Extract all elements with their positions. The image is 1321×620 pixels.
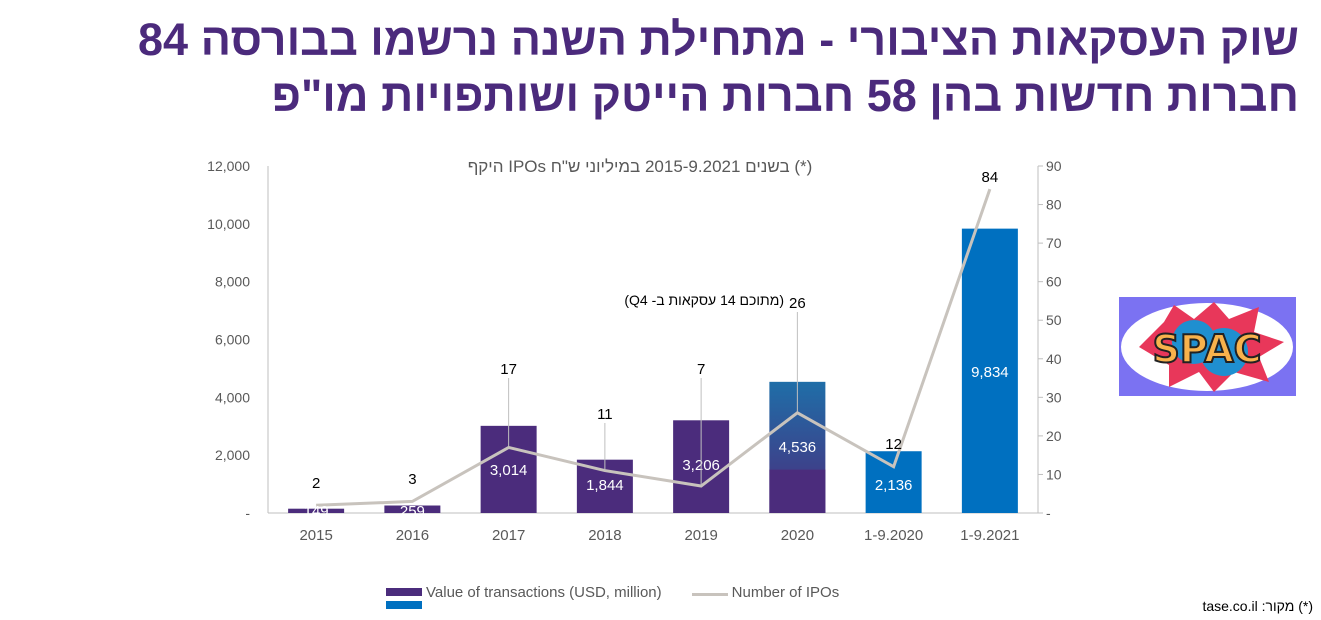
right-tick-label: 40 <box>1046 351 1062 367</box>
bar <box>288 508 345 513</box>
ipo-count-line <box>316 188 992 507</box>
bar-value-label: 1,844 <box>586 477 624 494</box>
left-tick-label: 2,000 <box>215 447 250 463</box>
right-tick-label: 90 <box>1046 158 1062 174</box>
legend-item-count: Number of IPOs <box>691 584 840 609</box>
bar-value-label: 4,536 <box>779 439 817 456</box>
right-tick-label: 60 <box>1046 274 1062 290</box>
bar-value-label: 149 <box>304 503 329 520</box>
bar <box>384 505 441 513</box>
title-line-2: חברות חדשות בהן 58 חברות הייטק ושותפויות… <box>271 70 1299 121</box>
source-note: (*) מקור: tase.co.il <box>1202 598 1313 614</box>
ipo-count-label: 7 <box>697 361 705 378</box>
ipo-count-label: 11 <box>597 406 613 423</box>
bar-segment-q1-q3 <box>769 469 826 513</box>
legend-item-value: Value of transactions (USD, million) <box>386 584 662 609</box>
annotation: (מתוכם 14 עסקאות ב- Q4) <box>624 292 784 308</box>
ipo-count-label: 12 <box>885 436 902 453</box>
x-tick-label: 2018 <box>588 527 621 544</box>
x-tick-label: 2016 <box>396 527 429 544</box>
bar-value-label: 9,834 <box>971 364 1009 381</box>
right-tick-label: 80 <box>1046 197 1062 213</box>
legend: Value of transactions (USD, million) Num… <box>386 584 839 609</box>
bar <box>865 451 922 513</box>
right-tick-label: - <box>1046 505 1051 521</box>
x-tick-label: 2020 <box>781 527 814 544</box>
bar-value-label: 259 <box>400 503 425 520</box>
x-tick-label: 2015 <box>299 527 332 544</box>
legend-label: Number of IPOs <box>731 584 840 601</box>
left-tick-label: 6,000 <box>215 332 250 348</box>
logo-text: SPAC <box>1152 327 1261 371</box>
left-tick-label: 12,000 <box>207 158 250 174</box>
ipo-count-label: 3 <box>408 471 416 488</box>
left-tick-label: - <box>245 505 250 521</box>
bar <box>961 228 1018 514</box>
right-tick-label: 10 <box>1046 466 1062 482</box>
bar-value-label: 3,014 <box>490 462 528 479</box>
left-tick-label: 8,000 <box>215 274 250 290</box>
legend-label: Value of transactions (USD, million) <box>426 584 662 601</box>
right-tick-label: 20 <box>1046 428 1062 444</box>
ipo-count-label: 26 <box>789 295 806 312</box>
x-tick-label: 2017 <box>492 527 525 544</box>
right-tick-label: 30 <box>1046 389 1062 405</box>
bar-value-label: 2,136 <box>875 477 913 494</box>
ipo-count-label: 84 <box>982 169 999 186</box>
right-tick-label: 50 <box>1046 312 1062 328</box>
left-tick-label: 10,000 <box>207 216 250 232</box>
left-tick-label: 4,000 <box>215 389 250 405</box>
spac-logo: SPAC <box>1119 297 1296 396</box>
right-tick-label: 70 <box>1046 235 1062 251</box>
page-title: שוק העסקאות הציבורי - מתחילת השנה נרשמו … <box>9 12 1299 124</box>
x-tick-label: 1-9.2020 <box>864 527 923 544</box>
chart-title: היקף IPOs בשנים 2015-9.2021 במיליוני ש"ח… <box>468 157 813 176</box>
x-tick-label: 1-9.2021 <box>960 527 1019 544</box>
x-tick-label: 2019 <box>684 527 717 544</box>
ipo-count-label: 17 <box>500 361 517 378</box>
ipo-count-label: 2 <box>312 475 320 492</box>
title-line-1: שוק העסקאות הציבורי - מתחילת השנה נרשמו … <box>138 14 1299 65</box>
